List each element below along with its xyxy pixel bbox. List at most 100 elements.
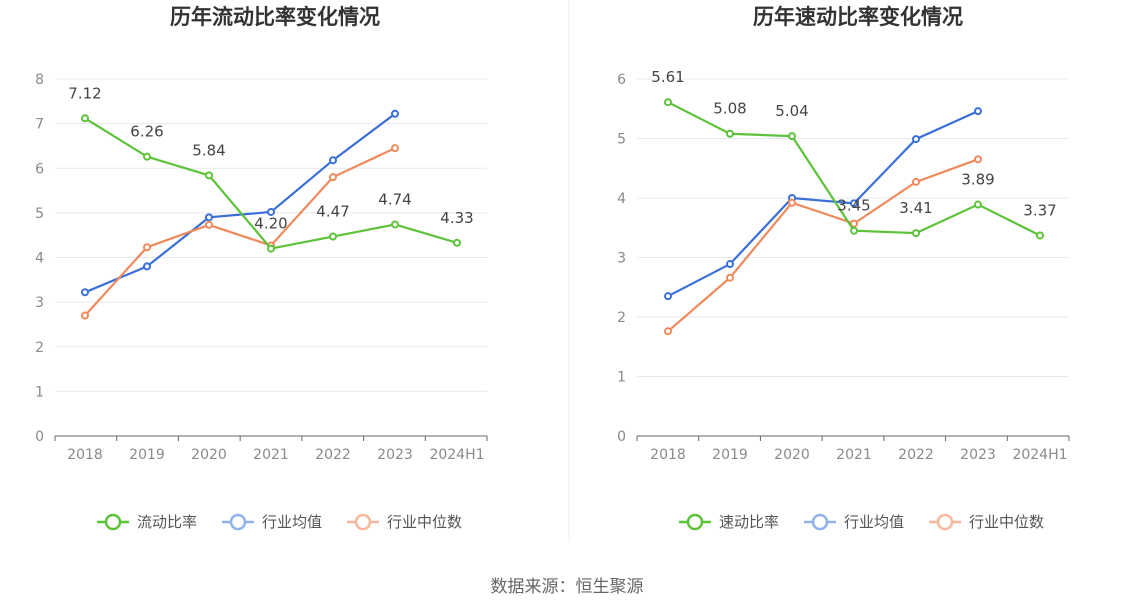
legend-marker-icon xyxy=(811,513,829,531)
x-tick-label: 2021 xyxy=(836,447,872,463)
x-tick-label: 2023 xyxy=(377,447,413,463)
y-tick-label: 7 xyxy=(35,117,44,133)
legend-item[interactable]: 行业中位数 xyxy=(929,513,1044,531)
legend-label: 速动比率 xyxy=(719,513,779,531)
data-point[interactable] xyxy=(974,107,982,116)
x-tick-label: 2023 xyxy=(960,447,996,463)
data-label: 4.33 xyxy=(440,209,473,227)
legend-marker-icon xyxy=(104,513,122,531)
data-point[interactable] xyxy=(850,226,858,235)
y-tick-label: 5 xyxy=(617,132,626,148)
data-point[interactable] xyxy=(788,198,796,207)
chart-title: 历年流动比率变化情况 xyxy=(170,5,380,29)
x-tick-label: 2020 xyxy=(774,447,810,463)
y-tick-label: 2 xyxy=(617,310,626,326)
data-label: 5.84 xyxy=(192,141,225,159)
data-point[interactable] xyxy=(205,171,213,180)
data-label: 3.45 xyxy=(837,197,870,215)
data-label: 7.12 xyxy=(68,84,101,102)
data-label: 6.26 xyxy=(130,123,163,141)
legend-marker-icon xyxy=(354,513,372,531)
data-point[interactable] xyxy=(267,244,275,253)
data-point[interactable] xyxy=(81,114,89,123)
x-tick-label: 2024H1 xyxy=(1012,447,1067,463)
y-tick-label: 8 xyxy=(35,72,44,88)
y-tick-label: 2 xyxy=(35,340,44,356)
data-point[interactable] xyxy=(143,152,151,161)
legend-label: 流动比率 xyxy=(137,513,197,531)
series-line xyxy=(84,147,396,317)
legend-label: 行业中位数 xyxy=(387,513,462,531)
data-point[interactable] xyxy=(664,292,672,301)
y-tick-label: 6 xyxy=(617,72,626,88)
data-point[interactable] xyxy=(391,144,399,153)
data-label: 3.89 xyxy=(961,171,994,189)
data-point[interactable] xyxy=(391,109,399,118)
series-line xyxy=(84,112,396,294)
data-label: 3.37 xyxy=(1023,201,1056,219)
y-tick-label: 4 xyxy=(35,251,44,267)
legend-marker-icon xyxy=(686,513,704,531)
data-point[interactable] xyxy=(143,262,151,271)
data-label: 4.20 xyxy=(254,215,287,233)
x-tick-label: 2021 xyxy=(253,447,289,463)
data-point[interactable] xyxy=(453,238,461,247)
data-point[interactable] xyxy=(1036,231,1044,240)
data-point[interactable] xyxy=(81,288,89,297)
data-point[interactable] xyxy=(974,200,982,209)
x-tick-label: 2019 xyxy=(129,447,165,463)
series-line xyxy=(667,101,1041,237)
chart-quick-ratio: 历年速动比率变化情况 0 1 2 3 4 5 6 2018 2019 2020 2021 2022 202… xyxy=(617,5,1070,531)
data-point[interactable] xyxy=(391,220,399,229)
data-point[interactable] xyxy=(664,98,672,107)
data-label: 4.47 xyxy=(316,203,349,221)
legend-item[interactable]: 流动比率 xyxy=(97,513,197,531)
source-note: 数据来源：恒生聚源 xyxy=(491,577,644,597)
data-point[interactable] xyxy=(726,260,734,269)
y-tick-label: 4 xyxy=(617,191,626,207)
data-point[interactable] xyxy=(912,177,920,186)
x-tick-label: 2018 xyxy=(67,447,103,463)
data-label: 5.61 xyxy=(651,68,684,86)
series-line xyxy=(667,158,979,333)
data-label: 4.74 xyxy=(378,190,411,208)
x-tick-label: 2019 xyxy=(712,447,748,463)
data-point[interactable] xyxy=(850,199,858,208)
data-point[interactable] xyxy=(850,219,858,228)
data-point[interactable] xyxy=(329,156,337,165)
data-label: 5.08 xyxy=(713,100,746,118)
series-line xyxy=(667,110,979,298)
data-point[interactable] xyxy=(788,132,796,141)
data-point[interactable] xyxy=(267,207,275,216)
legend-marker-icon xyxy=(936,513,954,531)
data-point[interactable] xyxy=(205,220,213,229)
y-tick-label: 3 xyxy=(617,251,626,267)
legend-item[interactable]: 行业中位数 xyxy=(347,513,462,531)
x-tick-label: 2022 xyxy=(898,447,934,463)
legend-label: 行业均值 xyxy=(262,513,322,531)
x-tick-label: 2018 xyxy=(650,447,686,463)
legend-label: 行业均值 xyxy=(844,513,904,531)
data-point[interactable] xyxy=(974,155,982,164)
legend-item[interactable]: 行业均值 xyxy=(222,513,322,531)
data-label: 3.41 xyxy=(899,199,932,217)
chart-title: 历年速动比率变化情况 xyxy=(753,5,963,29)
x-tick-label: 2024H1 xyxy=(429,447,484,463)
y-tick-label: 1 xyxy=(617,370,626,386)
data-point[interactable] xyxy=(664,327,672,336)
data-point[interactable] xyxy=(205,213,213,222)
data-point[interactable] xyxy=(912,229,920,238)
data-point[interactable] xyxy=(726,273,734,282)
data-point[interactable] xyxy=(81,311,89,320)
y-tick-label: 5 xyxy=(35,206,44,222)
legend-item[interactable]: 速动比率 xyxy=(679,513,779,531)
x-tick-label: 2022 xyxy=(315,447,351,463)
data-point[interactable] xyxy=(726,129,734,138)
data-point[interactable] xyxy=(329,232,337,241)
data-point[interactable] xyxy=(329,173,337,182)
legend-label: 行业中位数 xyxy=(969,513,1044,531)
legend-item[interactable]: 行业均值 xyxy=(804,513,904,531)
data-point[interactable] xyxy=(143,243,151,252)
data-point[interactable] xyxy=(912,135,920,144)
